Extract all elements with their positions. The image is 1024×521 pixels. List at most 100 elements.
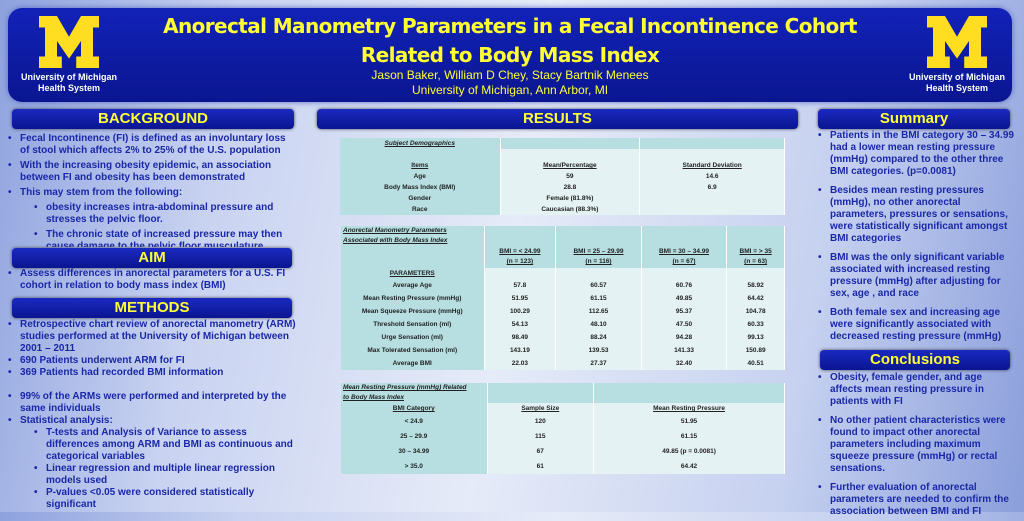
cell: > 35.0 [341,459,488,474]
table-caption: Mean Resting Pressure (mmHg) Related to B… [341,383,488,403]
cell: 57.8 [484,279,557,292]
table-row: Race Caucasian (88.3%) [340,204,785,215]
list-item: Further evaluation of anorectal paramete… [814,482,1014,518]
list-item: This may stem from the following: [4,187,294,199]
column-header-line: BMI = 25 – 29.99 [573,248,624,255]
column-header: Mean/Percentage [500,160,641,171]
cell: Gender [340,193,501,204]
list-item: Fecal Incontinence (FI) is defined as an… [4,133,294,157]
summary-heading: Summary [818,109,1010,129]
table-caption: Anorectal Manometry Parameters Associated… [341,226,485,246]
cell: 14.6 [639,171,785,182]
column-header: Mean Resting Pressure [593,403,785,414]
cell: 51.95 [593,414,785,429]
table-row: Mean Resting Pressure (mmHg) 51.95 61.15 49… [341,292,785,305]
cell [639,193,785,204]
table-row: < 24.9 120 51.95 [341,414,785,429]
table-row: Average BMI 22.03 27.37 32.40 40.51 [341,357,785,370]
cell: Caucasian (88.3%) [500,204,641,215]
methods-heading: METHODS [12,298,292,318]
cell: 6.9 [639,182,785,193]
cell: 100.29 [484,305,557,318]
cell: 25 – 29.9 [341,429,488,444]
cell: Mean Resting Pressure (mmHg) [341,292,485,305]
list-item: No other patient characteristics were fo… [814,415,1014,475]
list-item: Statistical analysis: [4,415,299,427]
aim-text: Assess differences in anorectal paramete… [4,268,294,295]
cell: Average BMI [341,357,485,370]
table-row: Gender Female (81.8%) [340,193,785,204]
authors-block: Jason Baker, William D Chey, Stacy Bartn… [128,68,892,98]
cell: 67 [487,444,595,459]
cell: 49.85 (p = 0.0081) [593,444,785,459]
cell: Max Tolerated Sensation (ml) [341,344,485,357]
table-row: > 35.0 61 64.42 [341,459,785,474]
cell: Female (81.8%) [500,193,641,204]
cell: < 24.9 [341,414,488,429]
cell: 112.65 [555,305,642,318]
column-header: BMI = 30 – 34.99 (n = 67) [641,246,728,268]
cell: 60.57 [555,279,642,292]
table-row: Age 59 14.6 [340,171,785,182]
logo-text: Health System [925,83,989,93]
column-header: BMI = 25 – 29.99 (n = 116) [555,246,642,268]
cell: 150.89 [726,344,785,357]
list-item: Retrospective chart review of anorectal … [4,319,299,355]
resting-pressure-table: Mean Resting Pressure (mmHg) Related to B… [341,383,785,474]
column-header: BMI Category [341,403,488,414]
table-caption: Subject Demographics [340,138,501,149]
background-text: Fecal Incontinence (FI) is defined as an… [4,133,294,247]
logo-text: University of Michigan [20,72,118,82]
conclusions-text: Obesity, female gender, and age affects … [814,372,1014,521]
table-row: Max Tolerated Sensation (ml) 143.19 139.53… [341,344,785,357]
table-row: 30 – 34.99 67 49.85 (p = 0.0081) [341,444,785,459]
cell [639,204,785,215]
cell: 61.15 [593,429,785,444]
cell: 47.50 [641,318,728,331]
table-row: Threshold Sensation (ml) 54.13 48.10 47.50 6… [341,318,785,331]
cell: 88.24 [555,331,642,344]
cell: 32.40 [641,357,728,370]
methods-text: Retrospective chart review of anorectal … [4,319,299,511]
column-header-line: (n = 67) [672,258,696,265]
list-item: Assess differences in anorectal paramete… [4,268,294,292]
list-item: Linear regression and multiple linear re… [4,463,299,487]
list-item: T-tests and Analysis of Variance to asse… [4,427,299,463]
cell: 139.53 [555,344,642,357]
cell: 104.78 [726,305,785,318]
parameters-table: Anorectal Manometry Parameters Associated… [341,226,785,370]
caption-line: Anorectal Manometry Parameters [343,227,447,234]
column-header-line: BMI = > 35 [739,248,772,255]
caption-line: Associated with Body Mass Index [343,237,448,244]
table-header-row: BMI Category Sample Size Mean Resting Pres… [341,403,785,414]
cell: Mean Squeeze Pressure (mmHg) [341,305,485,318]
column-header: Items [340,160,501,171]
column-header: Sample Size [487,403,595,414]
list-item: BMI was the only significant variable as… [814,252,1014,300]
cell: 120 [487,414,595,429]
cell: 22.03 [484,357,557,370]
logo-text: University of Michigan [908,72,1006,82]
poster-header: University of Michigan Health System Ano… [8,8,1012,102]
block-m-icon [39,16,99,68]
cell: Age [340,171,501,182]
list-item: With the increasing obesity epidemic, an… [4,160,294,184]
summary-text: Patients in the BMI category 30 – 34.99 … [814,130,1014,346]
list-item: 99% of the ARMs were performed and inter… [4,391,299,415]
logo-text: Health System [37,83,101,93]
cell: 95.37 [641,305,728,318]
column-header-line: (n = 123) [506,258,534,265]
list-item: Both female sex and increasing age were … [814,307,1014,343]
cell: 98.49 [484,331,557,344]
list-item: P-values <0.05 were considered statistic… [4,487,299,511]
caption-line: to Body Mass Index [343,394,405,401]
cell: 61.15 [555,292,642,305]
caption-line: Mean Resting Pressure (mmHg) Related [343,384,467,391]
university-logo-right: University of Michigan Health System [902,16,1012,94]
table-row: Mean Squeeze Pressure (mmHg) 100.29 112.65… [341,305,785,318]
university-logo-left: University of Michigan Health System [14,16,124,94]
cell: 58.92 [726,279,785,292]
cell: 27.37 [555,357,642,370]
column-header-line: BMI = 30 – 34.99 [658,248,710,255]
cell: Urge Sensation (ml) [341,331,485,344]
